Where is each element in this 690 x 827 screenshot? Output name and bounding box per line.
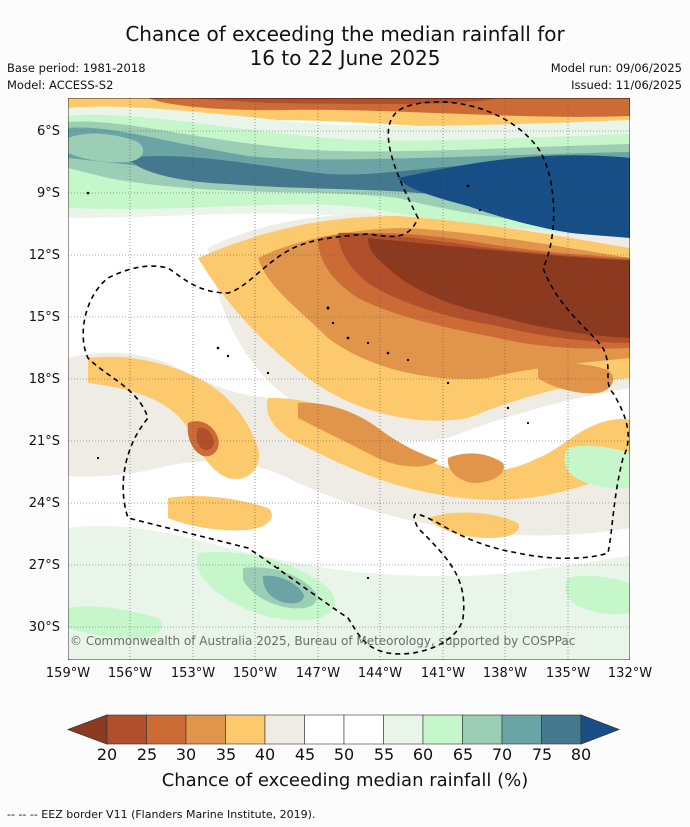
colorbar-extend-high: [580, 714, 621, 745]
colorbar-tick: 25: [136, 745, 158, 764]
colorbar-tick: 55: [373, 745, 395, 764]
lon-label: 141°W: [420, 666, 466, 681]
meta-left: Base period: 1981-2018 Model: ACCESS-S2: [7, 60, 146, 94]
colorbar-segment: [225, 714, 266, 745]
colorbar-segments: [66, 714, 621, 745]
colorbar-title: Chance of exceeding median rainfall (%): [161, 770, 529, 791]
rainfall-map: [68, 98, 630, 660]
colorbar-segment: [146, 714, 187, 745]
colorbar-tick: 65: [452, 745, 474, 764]
lon-label: 138°W: [482, 666, 528, 681]
lon-label: 156°W: [107, 666, 153, 681]
colorbar-segment: [501, 714, 542, 745]
colorbar-tick: 35: [215, 745, 237, 764]
eez-legend: -- -- -- EEZ border V11 (Flanders Marine…: [7, 808, 316, 821]
eez-border: [82, 101, 629, 655]
colorbar-tick: 45: [294, 745, 316, 764]
lat-label: 21°S: [28, 434, 60, 449]
colorbar-segment: [343, 714, 384, 745]
colorbar-segment: [541, 714, 582, 745]
colorbar-segment: [185, 714, 226, 745]
colorbar-tick: 20: [96, 745, 118, 764]
colorbar-tick: 30: [175, 745, 197, 764]
lon-label: 132°W: [607, 666, 653, 681]
lon-label: 144°W: [357, 666, 403, 681]
colorbar-segment: [383, 714, 424, 745]
issued-date: Issued: 11/06/2025: [571, 78, 682, 92]
map-title: Chance of exceeding the median rainfall …: [0, 22, 690, 70]
title-line-1: Chance of exceeding the median rainfall …: [125, 22, 565, 46]
copyright-notice: © Commonwealth of Australia 2025, Bureau…: [70, 634, 576, 648]
base-period: Base period: 1981-2018: [7, 61, 146, 75]
lon-label: 159°W: [45, 666, 91, 681]
lat-label: 18°S: [28, 372, 60, 387]
colorbar-tick: 70: [491, 745, 513, 764]
model-run: Model run: 09/06/2025: [550, 61, 682, 75]
lon-label: 153°W: [170, 666, 216, 681]
meta-right: Model run: 09/06/2025 Issued: 11/06/2025: [551, 60, 682, 94]
colorbar-tick: 60: [412, 745, 434, 764]
lat-label: 24°S: [28, 496, 60, 511]
island-marks: [86, 184, 530, 580]
model-name: Model: ACCESS-S2: [7, 78, 114, 92]
lat-label: 12°S: [28, 248, 60, 263]
title-line-2: 16 to 22 June 2025: [249, 46, 441, 70]
colorbar-segment: [264, 714, 305, 745]
colorbar-tick: 80: [570, 745, 592, 764]
lon-label: 135°W: [545, 666, 591, 681]
colorbar-segment: [304, 714, 345, 745]
rainfall-shading: [68, 98, 630, 660]
lat-label: 9°S: [36, 186, 60, 201]
colorbar-segment: [106, 714, 147, 745]
lat-label: 15°S: [28, 310, 60, 325]
colorbar: [66, 714, 621, 745]
colorbar-tick: 40: [254, 745, 276, 764]
lon-label: 147°W: [295, 666, 341, 681]
colorbar-tick: 50: [333, 745, 355, 764]
colorbar-tick: 75: [531, 745, 553, 764]
colorbar-extend-low: [66, 714, 108, 745]
lat-label: 27°S: [28, 558, 60, 573]
colorbar-segment: [422, 714, 463, 745]
gridlines: [68, 98, 630, 660]
lon-label: 150°W: [232, 666, 278, 681]
lat-label: 30°S: [28, 620, 60, 635]
colorbar-segment: [462, 714, 503, 745]
lat-label: 6°S: [36, 124, 60, 139]
